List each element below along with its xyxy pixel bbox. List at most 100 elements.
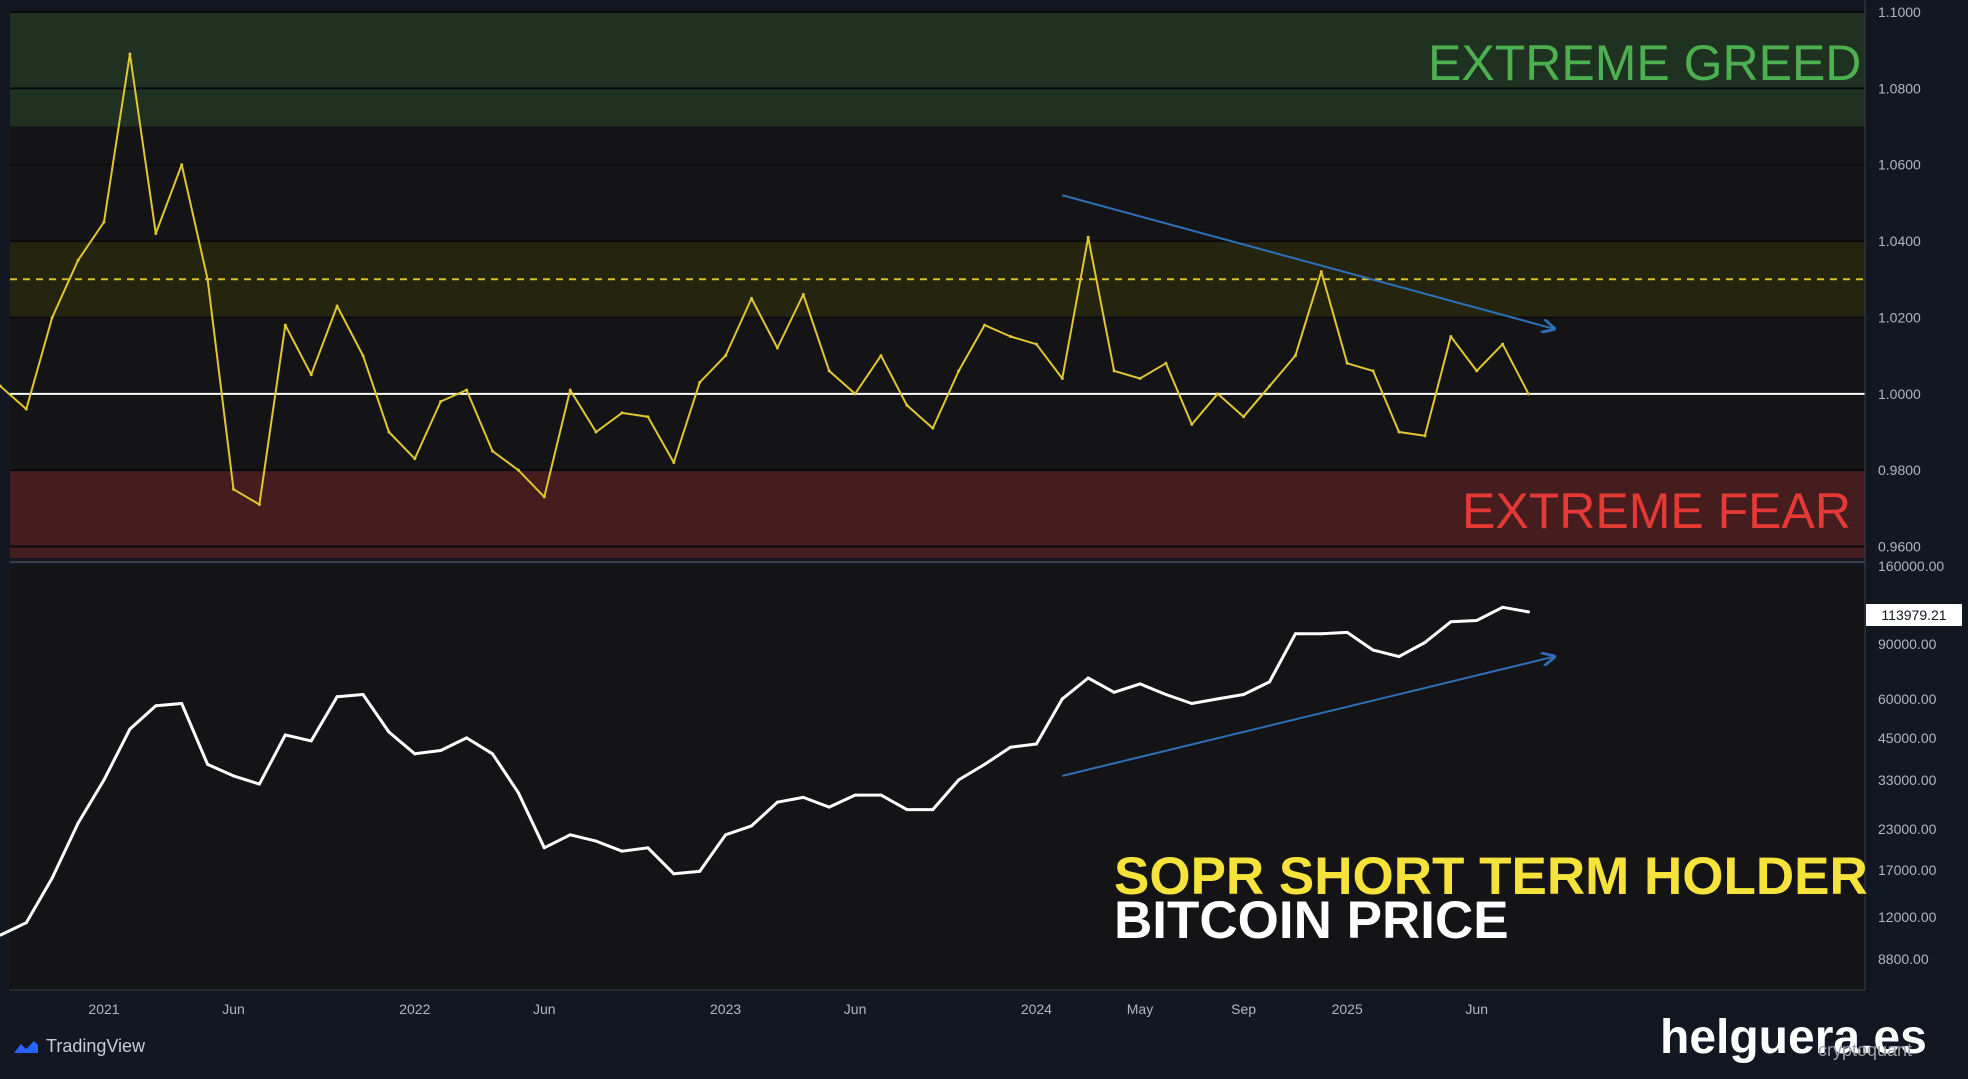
- sopr-point: [724, 354, 728, 358]
- sopr-point: [879, 354, 883, 358]
- price-point: [1268, 680, 1271, 684]
- price-y-tick-label: 90000.00: [1878, 636, 1937, 652]
- price-y-tick-label: 17000.00: [1878, 862, 1937, 878]
- price-point: [257, 782, 261, 786]
- price-point: [1086, 676, 1090, 680]
- price-point: [283, 733, 287, 737]
- price-point: [361, 692, 365, 696]
- price-series-line: [0, 605, 1529, 937]
- sopr-point: [1501, 342, 1505, 346]
- price-point: [1501, 605, 1505, 609]
- sopr-point: [827, 369, 831, 373]
- price-point: [853, 793, 857, 797]
- price-point: [335, 695, 339, 699]
- price-point: [309, 739, 313, 743]
- sopr-point: [387, 430, 391, 434]
- price-point: [1190, 701, 1194, 705]
- sopr-point: [309, 373, 313, 377]
- sopr-point: [206, 277, 210, 281]
- price-point: [1138, 682, 1142, 686]
- sopr-point: [1138, 377, 1142, 381]
- price-point: [1242, 692, 1246, 696]
- price-point: [387, 730, 391, 734]
- sopr-point: [413, 457, 417, 461]
- price-point: [983, 762, 987, 766]
- price-point: [931, 808, 935, 812]
- price-point: [1112, 690, 1116, 694]
- zone-band-2: [10, 470, 1865, 558]
- sopr-point: [128, 52, 132, 56]
- sopr-y-tick-label: 1.0400: [1878, 233, 1921, 249]
- sopr-point: [672, 461, 676, 465]
- sopr-point: [1475, 369, 1479, 373]
- cryptoquant-source: cryptoquant: [1818, 1040, 1913, 1060]
- sopr-point: [154, 231, 158, 235]
- sopr-point: [1268, 384, 1271, 388]
- sopr-point: [1423, 434, 1427, 438]
- sopr-point: [24, 407, 28, 411]
- sopr-point: [1216, 392, 1220, 396]
- price-point: [827, 805, 831, 809]
- sopr-point: [1371, 369, 1375, 373]
- sopr-y-tick-label: 1.0800: [1878, 80, 1921, 96]
- sopr-point: [180, 163, 184, 167]
- price-point: [879, 793, 883, 797]
- sopr-point: [1527, 392, 1530, 396]
- legend-sopr: SOPR SHORT TERM HOLDER: [1114, 847, 1868, 906]
- sopr-point: [983, 323, 987, 327]
- price-point: [1009, 745, 1012, 749]
- x-tick-label: Sep: [1231, 1001, 1256, 1017]
- sopr-point: [102, 220, 106, 224]
- extreme-greed-label: EXTREME GREED: [1428, 35, 1862, 91]
- price-pane: [10, 566, 1865, 990]
- price-point: [1423, 640, 1427, 644]
- sopr-y-tick-label: 0.9800: [1878, 462, 1921, 478]
- sopr-point: [1009, 335, 1012, 339]
- zone-band-0: [10, 12, 1865, 127]
- sopr-point: [801, 293, 805, 297]
- sopr-y-tick-label: 0.9600: [1878, 539, 1921, 555]
- sopr-point: [50, 315, 54, 319]
- price-point: [128, 727, 132, 731]
- price-point: [1371, 648, 1375, 652]
- sopr-point: [1293, 354, 1297, 358]
- sopr-point: [439, 399, 443, 403]
- sopr-point: [1397, 430, 1401, 434]
- sopr-point: [0, 384, 2, 388]
- price-point: [905, 808, 909, 812]
- sopr-point: [465, 388, 469, 392]
- sopr-point: [1319, 270, 1323, 274]
- price-point: [724, 833, 728, 837]
- tradingview-logo[interactable]: TradingView: [12, 1036, 145, 1057]
- price-point: [0, 933, 2, 937]
- sopr-point: [750, 296, 753, 300]
- price-y-tick-label: 160000.00: [1878, 558, 1944, 574]
- price-point: [180, 701, 184, 705]
- x-tick-label: May: [1127, 1001, 1153, 1017]
- sopr-point: [1112, 369, 1116, 373]
- sopr-point: [283, 323, 287, 327]
- price-point: [232, 774, 235, 778]
- tradingview-label: TradingView: [46, 1036, 146, 1056]
- price-point: [1449, 620, 1453, 624]
- sopr-series-line: [0, 53, 1530, 506]
- price-point: [154, 704, 158, 708]
- sopr-y-tick-label: 1.0000: [1878, 386, 1921, 402]
- price-point: [568, 833, 572, 837]
- sopr-point: [1060, 377, 1064, 381]
- price-point: [1397, 655, 1401, 659]
- x-tick-label: Jun: [222, 1001, 245, 1017]
- sopr-point: [620, 411, 624, 415]
- price-point: [76, 821, 80, 825]
- price-point: [1293, 632, 1297, 636]
- sopr-point: [232, 487, 235, 491]
- price-trend-arrow: [1062, 657, 1554, 777]
- sopr-point: [905, 403, 909, 407]
- sopr-point: [257, 503, 261, 507]
- sopr-point: [646, 415, 650, 419]
- price-y-tick-label: 12000.00: [1878, 909, 1937, 925]
- sopr-point: [853, 392, 857, 396]
- price-point: [1527, 610, 1530, 614]
